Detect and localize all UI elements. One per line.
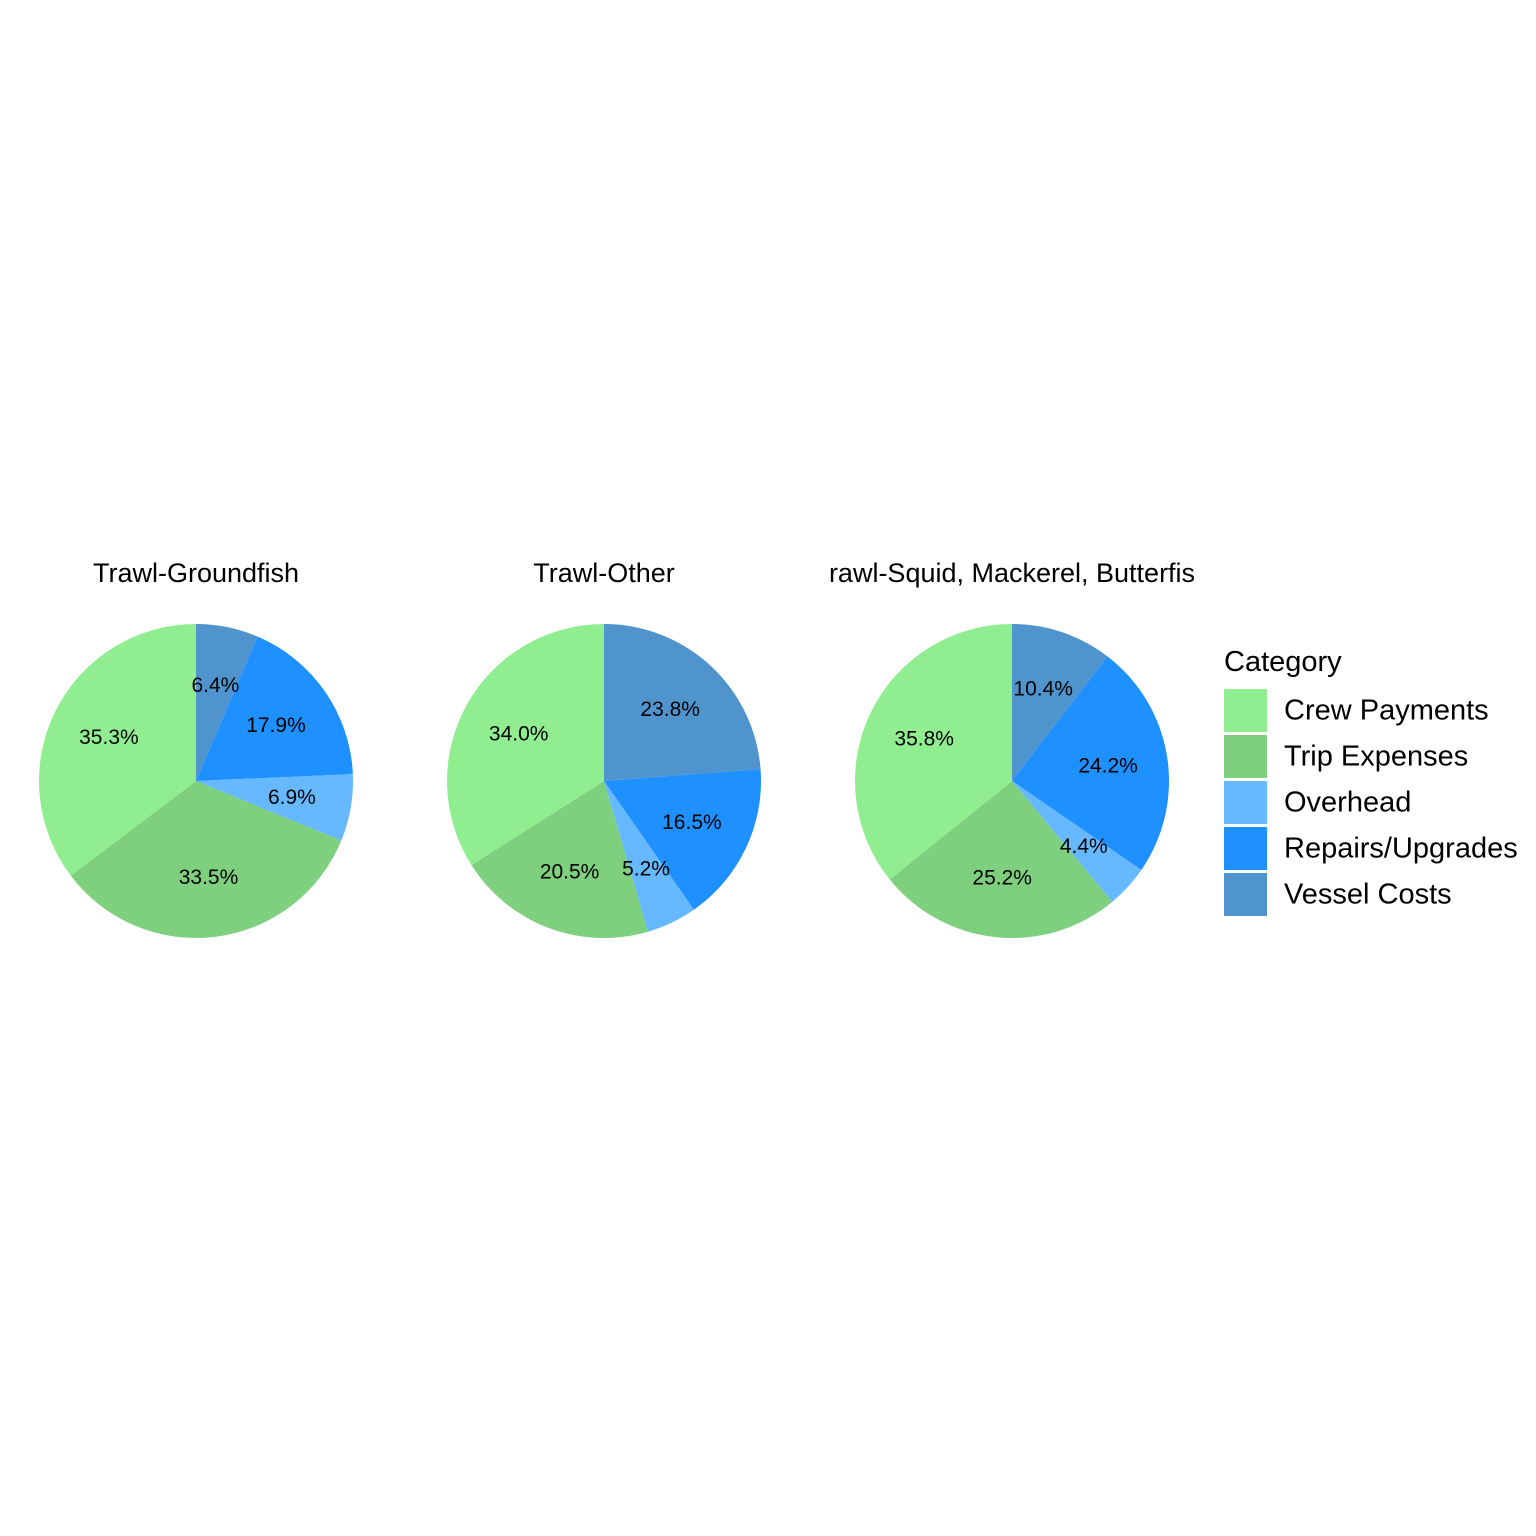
legend-swatch <box>1224 781 1267 824</box>
slice-label: 4.4% <box>1060 835 1108 858</box>
legend: Category Crew Payments Trip Expenses Overhe… <box>1224 646 1518 916</box>
slice-label: 6.4% <box>191 674 239 697</box>
slice-label: 16.5% <box>662 811 722 834</box>
pie-slice <box>604 769 761 910</box>
legend-item: Vessel Costs <box>1224 873 1452 916</box>
slice-label: 35.3% <box>79 726 139 749</box>
slice-label: 17.9% <box>246 714 306 737</box>
pie-slice <box>447 624 604 866</box>
pie-slice <box>196 774 354 841</box>
legend-item: Crew Payments <box>1224 689 1489 732</box>
pie-slice <box>604 781 694 932</box>
pie-facet: Trawl-Other 23.8% 16.5% 5.2% 20.5% 34.0% <box>447 558 761 939</box>
slice-label: 24.2% <box>1078 754 1138 777</box>
legend-item: Overhead <box>1224 781 1411 824</box>
facet-title: rawl-Squid, Mackerel, Butterfis <box>829 558 1195 588</box>
legend-swatch <box>1224 689 1267 732</box>
slice-label: 20.5% <box>540 861 600 884</box>
legend-swatch <box>1224 827 1267 870</box>
pie-slice <box>1012 781 1142 902</box>
legend-item: Trip Expenses <box>1224 735 1468 778</box>
pie-facet: rawl-Squid, Mackerel, Butterfis 10.4% 24.2… <box>829 558 1195 939</box>
slice-label: 23.8% <box>640 698 700 721</box>
legend-label: Crew Payments <box>1284 695 1489 727</box>
slice-label: 5.2% <box>622 857 670 880</box>
pie-slice <box>1012 656 1169 871</box>
facet-title: Trawl-Groundfish <box>93 558 299 588</box>
legend-swatch <box>1224 873 1267 916</box>
pie-slice <box>196 624 258 781</box>
pie-slice <box>471 781 648 939</box>
pie-slice <box>70 781 342 939</box>
pie-facets: Trawl-Groundfish6.4%17.9%6.9%33.5%35.3%T… <box>39 558 1195 939</box>
legend-label: Repairs/Upgrades <box>1284 833 1518 865</box>
pie-facet: Trawl-Groundfish 6.4% 17.9% 6.9% 33.5% 35.3% <box>39 558 354 939</box>
legend-swatch <box>1224 735 1267 778</box>
slice-label: 33.5% <box>179 866 239 889</box>
pie-slice <box>196 636 353 781</box>
facet-title: Trawl-Other <box>533 558 675 588</box>
slice-label: 6.9% <box>268 786 316 809</box>
pie-slice <box>604 624 761 781</box>
legend-label: Trip Expenses <box>1284 741 1468 773</box>
slice-label: 35.8% <box>894 728 954 751</box>
pie-slice <box>854 624 1012 880</box>
legend-label: Vessel Costs <box>1284 879 1452 911</box>
slice-label: 25.2% <box>972 866 1032 889</box>
legend-label: Overhead <box>1284 787 1411 819</box>
legend-item: Repairs/Upgrades <box>1224 827 1518 870</box>
slice-label: 34.0% <box>489 723 549 746</box>
pie-slice <box>39 624 197 876</box>
pie-slice <box>889 781 1113 939</box>
legend-title: Category <box>1224 646 1342 678</box>
slice-label: 10.4% <box>1013 677 1073 700</box>
pie-slice <box>1012 624 1108 781</box>
